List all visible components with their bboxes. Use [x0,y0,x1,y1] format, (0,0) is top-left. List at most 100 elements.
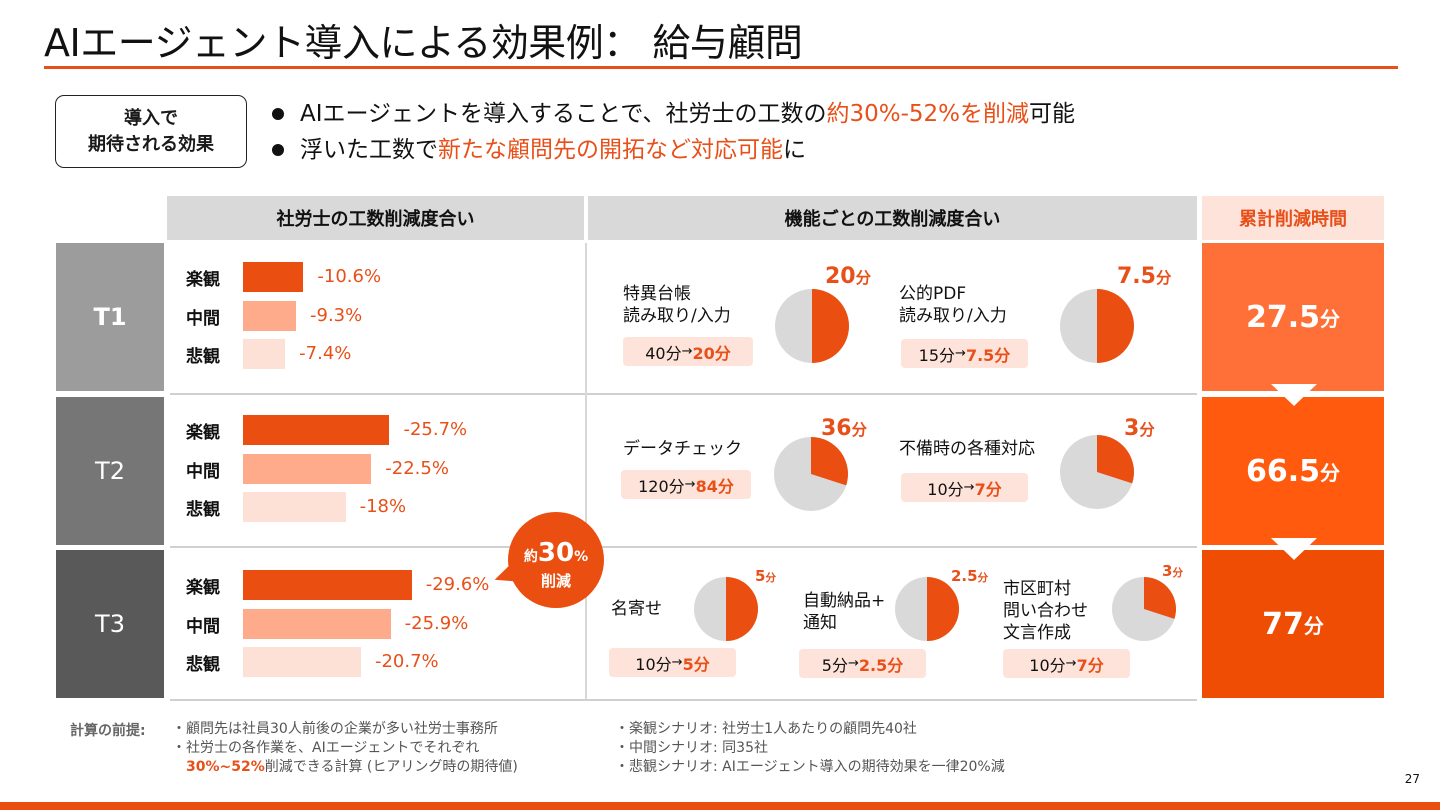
notes-label: 計算の前提: [70,723,146,739]
row-divider [170,393,1197,395]
reduction-pie [1060,435,1134,509]
bar-value-label: -25.9% [404,612,469,634]
reduced-number: 20 [825,264,856,289]
pie-reduced-slice [811,437,848,486]
time-before: 10分 [635,654,672,674]
bar-value-label: -18% [359,496,407,517]
pie-reduced-value: 36分 [821,416,867,441]
pie-reduced-slice [812,289,849,363]
time-before: 5分 [821,655,848,675]
pie-reduced-value: 3分 [1162,562,1183,580]
bar-t3-1 [243,608,391,639]
function-name: 名寄せ [611,598,662,620]
time-before: 40分 [645,343,682,363]
effect-bullets: AIエージェントを導入することで、社労士の工数の約30%-52%を削減可能 浮い… [268,96,1075,168]
right-arrow-icon: → [955,346,966,361]
right-arrow-icon: → [681,344,693,359]
tier-label-t3: T3 [56,550,164,698]
bullet-highlight: 新たな顧問先の開拓など対応可能 [438,137,783,163]
before-after-chip: 10分 → 5分 [609,648,736,677]
before-after-chip: 120分 → 84分 [621,470,751,499]
cumulative-t1: 27.5 分 [1202,243,1384,391]
bullet-text: 浮いた工数で新たな顧問先の開拓など対応可能に [300,132,806,168]
note-line: ・中間シナリオ: 同35社 [615,740,768,756]
header-labor-reduction: 社労士の工数削減度合い [167,196,584,240]
cumulative-value: 77 [1262,606,1304,642]
right-arrow-icon: → [847,656,859,671]
time-before: 10分 [1029,655,1066,675]
cumulative-value: 27.5 [1245,299,1321,335]
pie-reduced-value: 5分 [755,567,776,585]
time-after: 2.5分 [858,655,904,675]
reduced-unit: 分 [1172,567,1183,579]
tier-label-t2: T2 [56,397,164,545]
function-name-line: 通知 [803,613,837,633]
header-function-reduction: 機能ごとの工数削減度合い [588,196,1197,240]
down-arrow-icon [1271,538,1317,560]
reduced-unit: 分 [1155,269,1172,287]
bullet-pre: 浮いた工数で [300,137,438,163]
row-divider [170,546,1197,548]
bar-t1-0 [243,262,304,292]
note-highlight: 30%~52% [186,759,265,775]
bar-value-label: -10.6% [317,266,382,287]
function-name-line: 自動納品+ [803,591,886,611]
pie-reduced-slice [927,577,959,641]
time-after: 5分 [682,654,710,674]
column-divider [585,243,587,699]
scenario-label: 楽観 [186,578,220,598]
bar-t3-2 [243,647,361,677]
reduction-pie [895,577,959,641]
footer-bar [0,802,1440,810]
right-arrow-icon: → [671,655,683,670]
before-after-chip: 10分 → 7分 [1003,649,1130,678]
pie-reduced-slice [1097,289,1134,363]
function-name-line: データチェック [623,439,742,459]
bar-value-label: -25.7% [403,419,468,440]
cumulative-value: 66.5 [1245,453,1321,489]
function-name-line: 特異台帳 [623,284,691,304]
reduction-pie [775,289,849,363]
bar-t2-0 [243,415,390,445]
time-after: 84分 [695,476,734,496]
scenario-label: 中間 [186,461,220,482]
scenario-label: 悲観 [186,500,220,520]
bubble-pct: % [574,549,589,565]
time-before: 120分 [638,476,685,496]
bar-value-label: -22.5% [385,457,449,479]
pie-reduced-value: 20分 [825,264,871,289]
pie-reduced-value: 7.5分 [1117,264,1171,289]
bullet-post: に [783,137,806,163]
bar-t1-2 [243,339,286,369]
reduced-unit: 分 [1139,421,1155,439]
reduction-pie [1112,577,1176,641]
scenario-label: 悲観 [186,655,220,675]
note-line: ・顧問先は社員30人前後の企業が多い社労士事務所 [172,721,498,737]
tier-label-t1: T1 [56,243,164,391]
bubble-number: 30 [537,538,575,568]
before-after-chip: 10分 → 7分 [901,473,1028,502]
cumulative-unit: 分 [1320,306,1341,331]
pie-reduced-value: 3分 [1124,416,1155,441]
header-cumulative-time: 累計削減時間 [1202,196,1384,240]
bullet-dot-icon [272,108,284,120]
reduction-pie [1060,289,1134,363]
note-line: ・社労士の各作業を、AIエージェントでそれぞれ [172,740,480,756]
before-after-chip: 15分 → 7.5分 [901,339,1028,368]
note-line: 30%~52%削減できる計算 (ヒアリング時の期待値) [172,758,518,777]
time-after: 20分 [692,343,731,363]
function-name-line: 文言作成 [1003,623,1071,643]
notes-left: ・顧問先は社員30人前後の企業が多い社労士事務所 ・社労士の各作業を、AIエージ… [172,720,518,777]
time-before: 10分 [927,479,964,499]
note-line: ・悲観シナリオ: AIエージェント導入の期待効果を一律20%減 [615,759,1005,775]
bar-value-label: -9.3% [310,304,363,326]
function-name-line: 読み取り/入力 [623,306,731,326]
time-after: 7.5分 [965,345,1011,365]
reduced-unit: 分 [977,572,989,584]
note-line: ・楽観シナリオ: 社労士1人あたりの顧問先40社 [615,721,917,737]
reduced-number: 36 [821,416,852,441]
before-after-chip: 40分 → 20分 [623,337,753,366]
time-after: 7分 [974,479,1002,499]
function-name-line: 公的PDF [899,284,967,304]
scenario-label: 楽観 [186,423,220,443]
